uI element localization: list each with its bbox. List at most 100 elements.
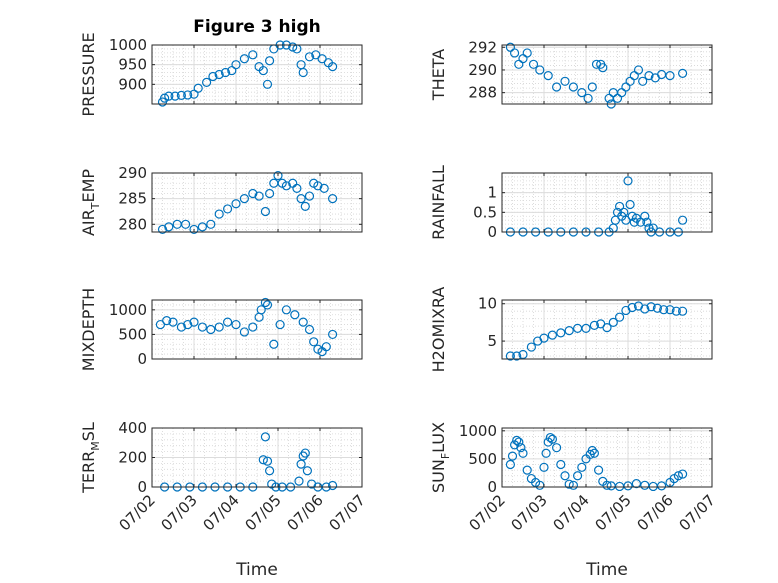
data-point bbox=[547, 434, 558, 444]
data-point bbox=[164, 91, 174, 101]
data-point bbox=[220, 67, 231, 78]
data-point bbox=[627, 211, 637, 221]
data-point bbox=[294, 476, 304, 486]
data-series-sun-flux bbox=[505, 432, 688, 492]
data-point bbox=[564, 479, 574, 489]
figure-title: Figure 3 high bbox=[193, 17, 321, 37]
data-point bbox=[189, 89, 199, 99]
data-point bbox=[587, 445, 597, 456]
data-point bbox=[304, 52, 315, 62]
data-point bbox=[665, 305, 675, 315]
data-point bbox=[623, 176, 633, 186]
x-tick-label: 07/06 bbox=[284, 491, 327, 534]
data-point bbox=[223, 204, 233, 214]
data-point bbox=[581, 323, 591, 333]
axes-box bbox=[501, 299, 713, 360]
data-point bbox=[556, 459, 566, 470]
y-axis-label: SUNFLUX bbox=[429, 422, 452, 493]
x-axis-label-right: Time bbox=[585, 560, 628, 580]
data-point bbox=[633, 65, 644, 75]
data-point bbox=[202, 77, 212, 87]
data-point bbox=[556, 328, 566, 338]
data-point bbox=[627, 302, 637, 313]
data-point bbox=[564, 326, 574, 336]
data-point bbox=[543, 71, 553, 81]
data-point bbox=[577, 88, 587, 98]
data-point bbox=[300, 201, 310, 211]
data-point bbox=[589, 320, 600, 330]
data-point bbox=[265, 56, 275, 66]
data-point bbox=[231, 60, 241, 70]
data-series-h2omixra bbox=[505, 301, 688, 361]
axes-box bbox=[151, 299, 363, 360]
data-point bbox=[539, 333, 549, 343]
data-point bbox=[265, 466, 275, 476]
data-point bbox=[281, 181, 291, 191]
data-point bbox=[260, 206, 270, 217]
data-point bbox=[328, 194, 338, 204]
data-point bbox=[328, 329, 338, 340]
y-tick-label: 200 bbox=[118, 449, 147, 467]
y-axis-label: PRESSURE bbox=[79, 32, 98, 116]
x-tick-label: 07/04 bbox=[550, 491, 593, 534]
data-point bbox=[309, 337, 319, 347]
data-point bbox=[288, 42, 298, 52]
data-series-air-temp bbox=[157, 170, 338, 235]
data-point bbox=[551, 443, 562, 453]
data-point bbox=[183, 90, 193, 100]
data-point bbox=[231, 199, 241, 209]
data-point bbox=[248, 50, 258, 60]
data-point bbox=[298, 67, 308, 78]
data-series-pressure bbox=[157, 40, 338, 107]
data-series-mixdepth bbox=[155, 297, 338, 357]
y-axis-label: RAINFALL bbox=[429, 165, 448, 240]
data-point bbox=[176, 322, 186, 332]
data-point bbox=[189, 317, 199, 327]
y-tick-label: 1000 bbox=[109, 36, 147, 54]
data-point bbox=[223, 317, 233, 327]
subplot-grid: 9009501000PRESSURE280285290AIRTEMP050010… bbox=[79, 32, 719, 534]
data-point bbox=[652, 303, 663, 313]
data-point bbox=[646, 302, 656, 312]
data-point bbox=[547, 330, 558, 340]
data-point bbox=[583, 93, 593, 103]
data-point bbox=[206, 219, 216, 229]
data-point bbox=[328, 480, 338, 491]
data-point bbox=[239, 327, 249, 337]
data-point bbox=[162, 316, 172, 326]
x-tick-label: 07/05 bbox=[242, 491, 285, 534]
data-point bbox=[545, 432, 555, 443]
y-axis-label: TERRMSL bbox=[79, 422, 102, 494]
data-point bbox=[189, 224, 199, 235]
data-point bbox=[298, 317, 308, 327]
y-tick-label: 500 bbox=[468, 450, 497, 468]
x-tick-label: 07/03 bbox=[508, 491, 551, 534]
x-tick-label: 07/07 bbox=[676, 491, 719, 534]
data-point bbox=[176, 90, 186, 100]
y-tick-label: 288 bbox=[468, 84, 497, 102]
y-axis-label: MIXDEPTH bbox=[79, 288, 98, 371]
data-point bbox=[298, 451, 308, 461]
data-point bbox=[677, 68, 688, 78]
data-point bbox=[168, 317, 178, 327]
data-point bbox=[300, 448, 310, 458]
data-point bbox=[206, 324, 216, 335]
y-tick-label: 5 bbox=[487, 332, 497, 350]
data-point bbox=[505, 351, 515, 361]
y-tick-label: 500 bbox=[118, 325, 147, 343]
data-point bbox=[677, 215, 688, 225]
y-tick-label: 280 bbox=[118, 215, 147, 233]
data-point bbox=[602, 323, 612, 333]
data-point bbox=[526, 342, 537, 352]
data-point bbox=[512, 351, 522, 361]
x-tick-label: 07/03 bbox=[158, 491, 201, 534]
data-point bbox=[635, 217, 646, 227]
data-point bbox=[568, 82, 579, 92]
data-point bbox=[677, 306, 688, 316]
data-point bbox=[602, 480, 612, 490]
data-point bbox=[273, 170, 283, 181]
data-point bbox=[208, 71, 218, 82]
x-tick-label: 07/02 bbox=[116, 491, 159, 534]
data-point bbox=[623, 481, 633, 491]
